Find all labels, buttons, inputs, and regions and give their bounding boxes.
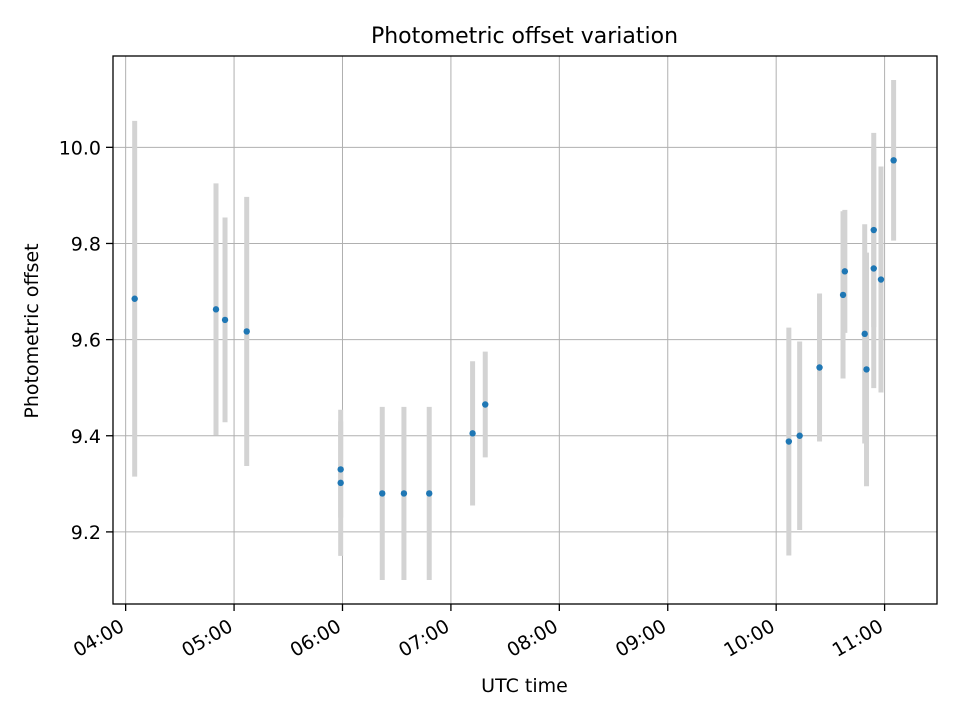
- y-tick-label: 9.2: [71, 522, 101, 544]
- data-point: [482, 401, 489, 408]
- x-tick-label: 05:00: [178, 615, 236, 661]
- y-tick-label: 9.6: [71, 330, 101, 352]
- x-axis-label: UTC time: [481, 675, 568, 697]
- plot-frame: [112, 55, 938, 605]
- data-point: [785, 438, 793, 445]
- data-point: [379, 490, 386, 497]
- data-point: [816, 364, 823, 371]
- x-tick-label: 04:00: [70, 615, 128, 661]
- grid-layer: [113, 56, 937, 604]
- data-point: [870, 265, 877, 272]
- y-tick-label: 9.8: [71, 233, 101, 255]
- y-tick-label: 9.4: [71, 426, 101, 448]
- x-tick-label: 11:00: [829, 615, 887, 661]
- data-point: [212, 306, 220, 313]
- data-point: [841, 268, 849, 275]
- data-point: [426, 490, 433, 497]
- data-point: [861, 330, 868, 338]
- data-point: [337, 466, 344, 473]
- data-point: [221, 316, 229, 324]
- y-axis-label: Photometric offset: [21, 243, 43, 418]
- x-tick-label: 09:00: [612, 615, 670, 661]
- x-tick-label: 08:00: [503, 615, 561, 661]
- x-tick-label: 07:00: [395, 615, 453, 661]
- point-layer: [131, 157, 897, 497]
- data-point: [877, 276, 885, 283]
- data-point: [400, 490, 408, 497]
- data-point: [469, 430, 476, 437]
- data-point: [796, 432, 803, 439]
- data-point: [870, 226, 877, 234]
- data-point: [863, 366, 870, 373]
- data-point: [839, 291, 847, 299]
- data-point: [243, 328, 250, 335]
- data-point: [131, 295, 138, 302]
- data-point: [337, 479, 344, 487]
- y-tick-label: 10.0: [59, 137, 101, 159]
- data-point: [890, 157, 897, 164]
- x-tick-label: 06:00: [287, 615, 345, 661]
- chart-title: Photometric offset variation: [371, 24, 678, 49]
- x-tick-label: 10:00: [720, 615, 778, 661]
